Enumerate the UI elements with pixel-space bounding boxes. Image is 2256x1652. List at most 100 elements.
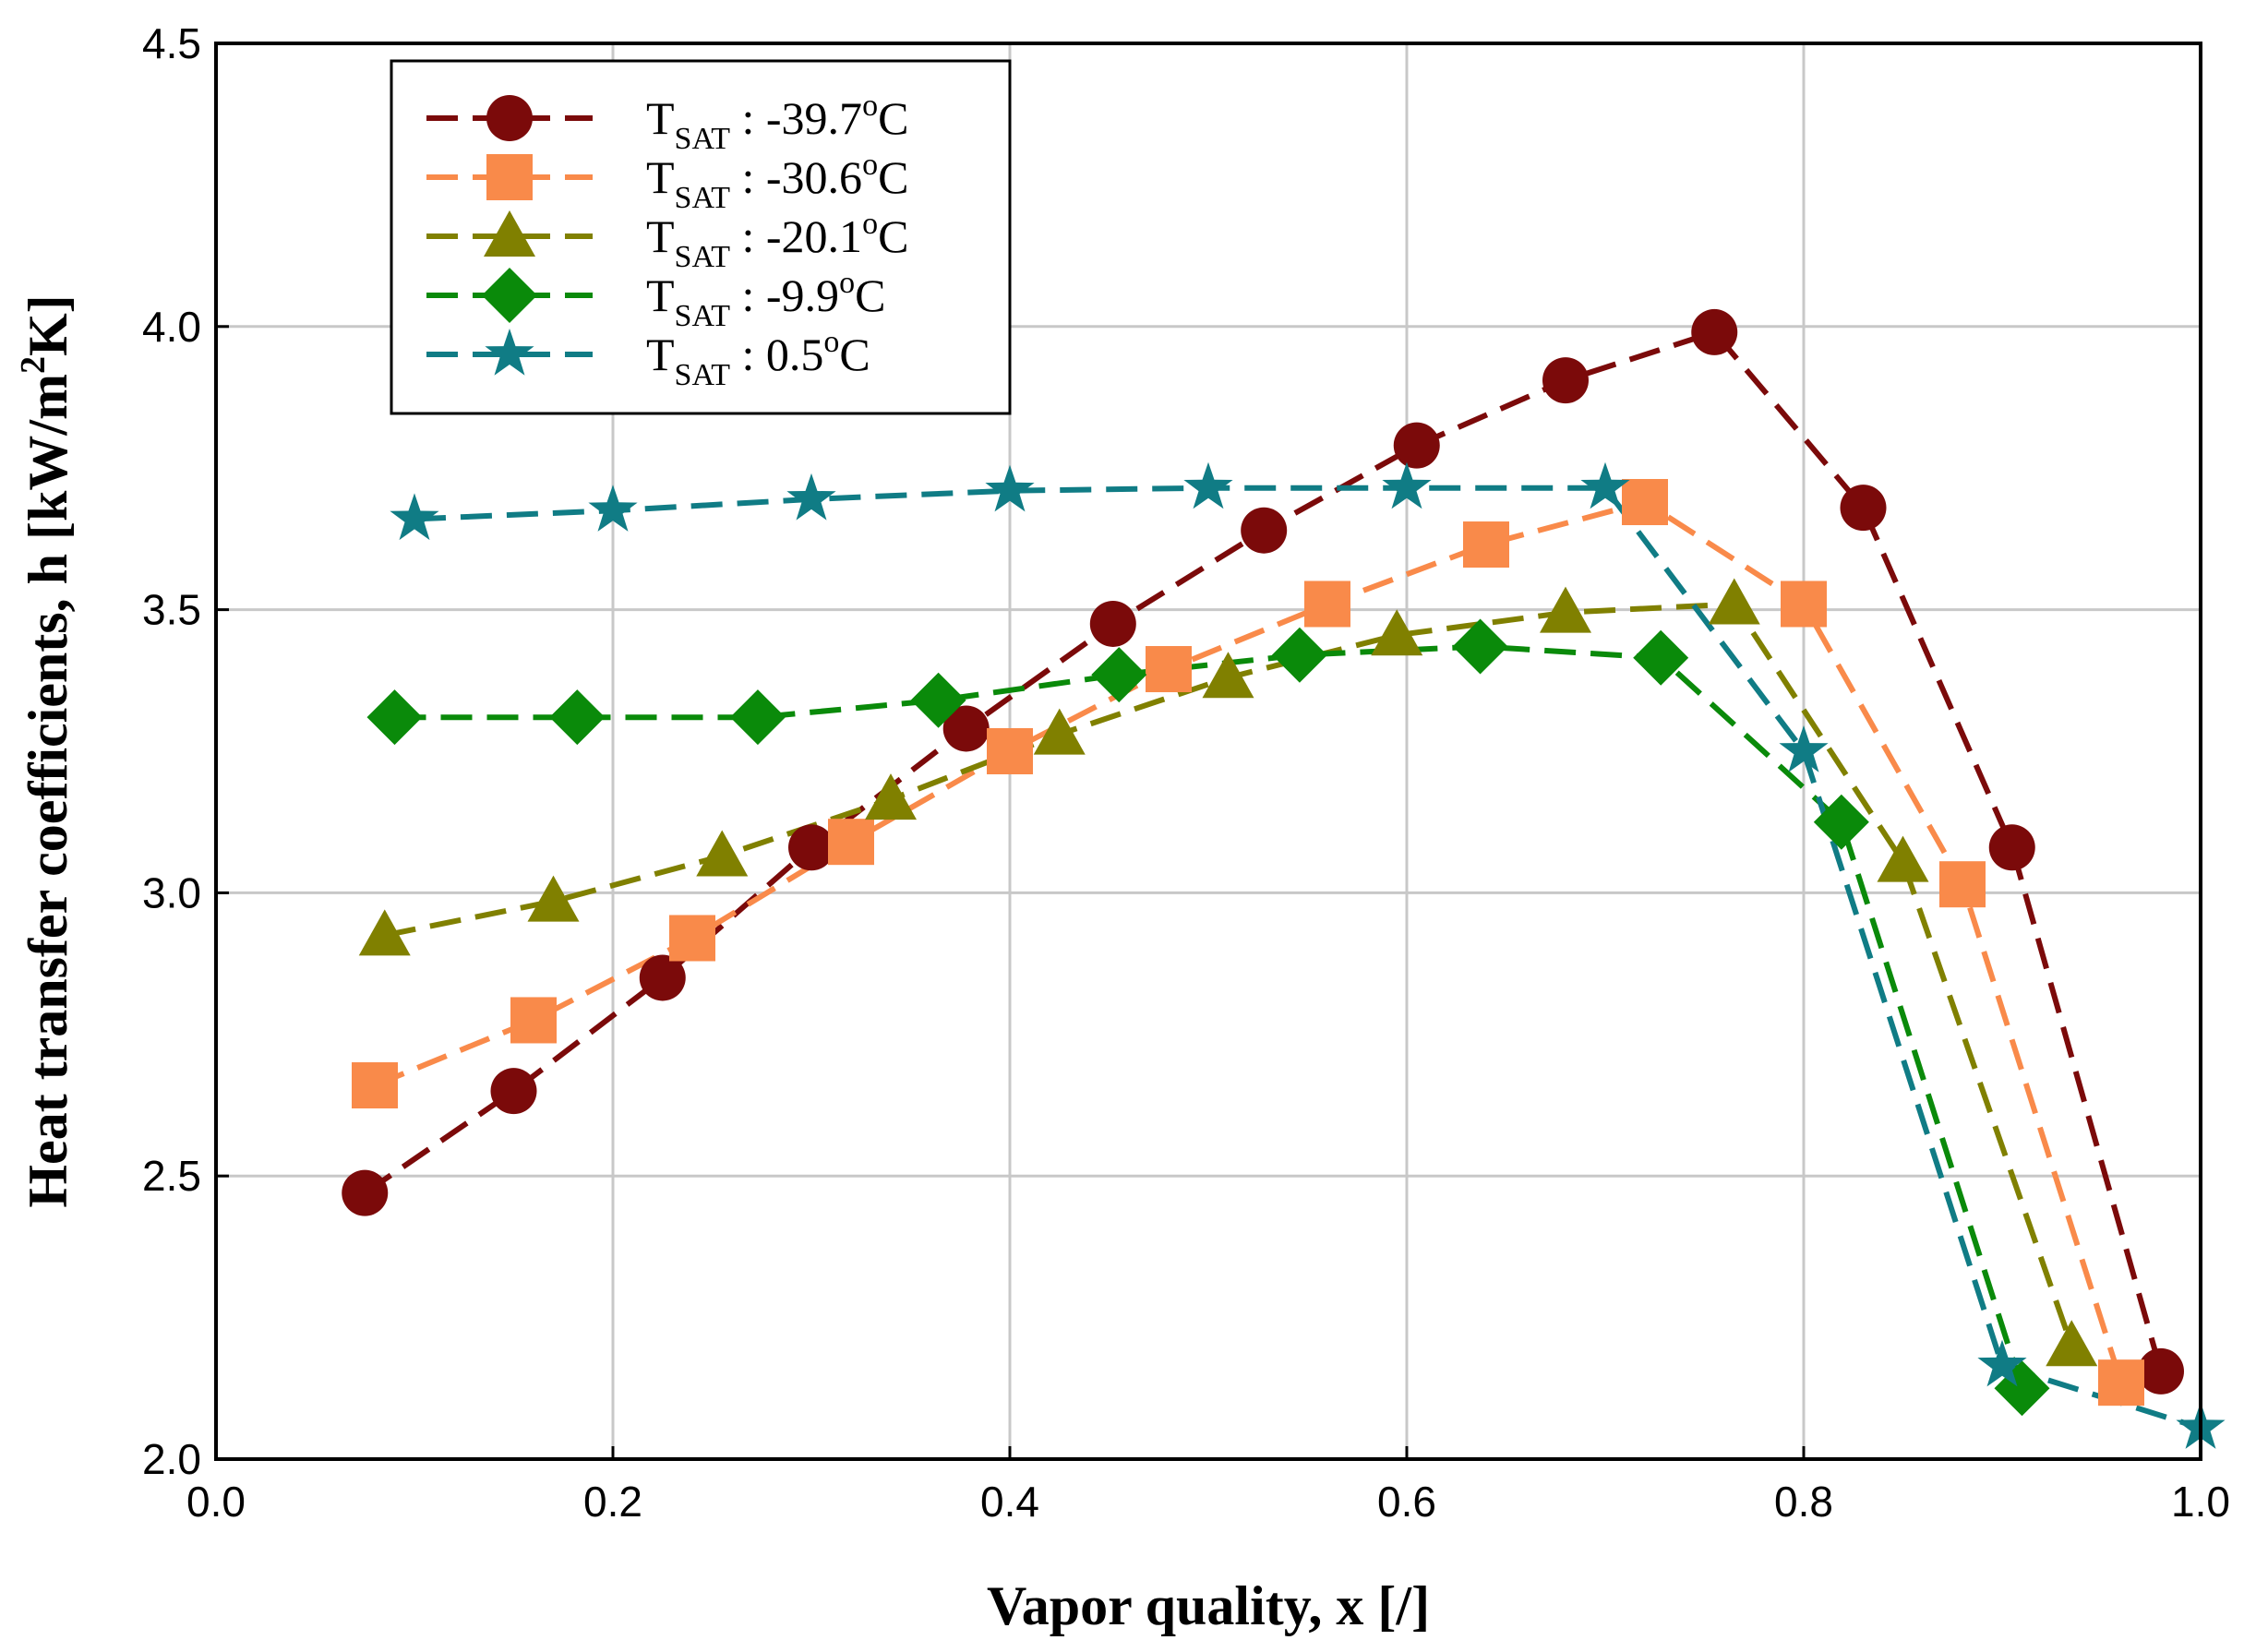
data-point-diamond xyxy=(910,672,966,728)
data-point-circle xyxy=(1691,308,1738,355)
legend-label-unit: C xyxy=(878,92,908,144)
data-point-square xyxy=(987,728,1033,774)
data-point-diamond xyxy=(1452,618,1508,675)
x-tick-label: 0.6 xyxy=(1377,1478,1436,1526)
legend-label-sub: SAT xyxy=(675,358,731,392)
legend-label-base: T xyxy=(646,269,675,321)
data-point-circle xyxy=(490,1068,537,1115)
x-tick-label: 0.8 xyxy=(1774,1478,1833,1526)
data-point-circle xyxy=(1542,357,1589,404)
data-point-star xyxy=(1183,461,1233,509)
data-point-star xyxy=(1580,461,1630,509)
data-point-circle xyxy=(1089,600,1136,647)
legend-label-sup: o xyxy=(823,325,839,359)
data-point-square xyxy=(510,997,557,1044)
data-point-diamond xyxy=(549,689,606,746)
data-point-square xyxy=(1463,521,1509,569)
x-tick-label: 0.0 xyxy=(186,1478,246,1526)
data-point-square xyxy=(1939,861,1986,908)
x-tick-label: 0.2 xyxy=(583,1478,642,1526)
data-point-square xyxy=(1781,581,1827,628)
y-axis-title-superscript: 2 xyxy=(14,356,53,374)
data-point-diamond xyxy=(366,689,423,746)
data-point-triangle xyxy=(1202,652,1254,699)
legend-marker-circle xyxy=(486,95,533,141)
data-point-triangle xyxy=(2046,1320,2098,1367)
data-point-square xyxy=(352,1062,398,1109)
data-point-triangle xyxy=(1033,708,1086,755)
legend-marker-star xyxy=(485,329,534,376)
y-tick-label: 3.0 xyxy=(142,868,201,916)
data-point-triangle xyxy=(1877,835,1929,882)
data-point-star xyxy=(588,485,638,532)
legend-label-sup: o xyxy=(862,148,878,182)
legend-label: TSAT : -9.9oC xyxy=(646,266,885,333)
data-point-circle xyxy=(1988,824,2035,871)
data-point-diamond xyxy=(729,689,786,746)
legend-label-base: T xyxy=(646,210,675,262)
data-point-triangle xyxy=(865,773,917,820)
series-line-5 xyxy=(414,485,2202,1431)
legend-label-value: : -9.9 xyxy=(730,269,839,321)
legend-marker-diamond xyxy=(482,268,537,323)
legend-marker-triangle xyxy=(484,210,535,257)
data-point-triangle xyxy=(1371,609,1423,656)
legend-label-sup: o xyxy=(862,207,878,241)
legend-label-value: : -20.1 xyxy=(730,210,862,262)
series-line-2 xyxy=(373,498,2124,1384)
legend-label-sub: SAT xyxy=(675,181,731,215)
legend-label-unit: C xyxy=(855,269,885,321)
y-axis-title-text: Heat transfer coefficients, h [kW/m xyxy=(18,374,78,1208)
x-tick-label: 1.0 xyxy=(2171,1478,2230,1526)
series-markers xyxy=(342,308,2226,1449)
legend-label-value: : -39.7 xyxy=(730,92,862,144)
data-point-diamond xyxy=(1091,647,1147,703)
y-tick-label: 3.5 xyxy=(142,586,201,634)
data-point-diamond xyxy=(1271,627,1327,683)
data-point-square xyxy=(1146,646,1192,693)
data-point-star xyxy=(786,473,836,521)
data-point-star xyxy=(1977,1339,2027,1387)
plot-frame xyxy=(214,42,2202,1461)
legend-label: TSAT : 0.5oC xyxy=(646,325,870,392)
data-point-circle xyxy=(1840,485,1887,532)
data-point-triangle xyxy=(696,830,749,877)
data-point-star xyxy=(390,493,439,541)
data-point-square xyxy=(669,915,715,962)
legend-label-base: T xyxy=(646,92,675,144)
legend-label-base: T xyxy=(646,329,675,380)
data-point-circle xyxy=(942,705,990,752)
y-tick-label: 2.5 xyxy=(142,1152,201,1200)
data-point-star xyxy=(1382,461,1432,509)
data-point-triangle xyxy=(1540,586,1591,633)
legend-label-unit: C xyxy=(878,151,908,203)
legend-label-sup: o xyxy=(862,89,878,123)
y-tick-label: 4.5 xyxy=(142,19,201,67)
legend-label-base: T xyxy=(646,151,675,203)
legend-label-sub: SAT xyxy=(675,122,731,156)
legend-label: TSAT : -30.6oC xyxy=(646,148,908,215)
x-axis-title: Vapor quality, x [/] xyxy=(987,1575,1430,1636)
legend-label-sub: SAT xyxy=(675,240,731,274)
y-tick-label: 2.0 xyxy=(142,1435,201,1483)
data-point-diamond xyxy=(1813,794,1869,850)
legend-label-value: : 0.5 xyxy=(730,329,823,380)
data-point-triangle xyxy=(358,909,411,956)
data-point-circle xyxy=(788,824,834,871)
data-point-triangle xyxy=(1708,578,1760,625)
data-point-circle xyxy=(639,954,686,1001)
legend-label: TSAT : -39.7oC xyxy=(646,89,908,156)
data-point-circle xyxy=(1241,507,1288,554)
data-point-square xyxy=(1304,581,1350,628)
legend-label-value: : -30.6 xyxy=(730,151,862,203)
y-axis-title: Heat transfer coefficients, h [kW/m2K] xyxy=(14,294,78,1207)
y-axis-title-suffix: K] xyxy=(18,294,78,356)
series-line-4 xyxy=(394,643,2025,1390)
axis-ticks: 0.0 0.2 0.4 0.6 0.8 1.0 2.0 2.5 3.0 3.5 4.0 4.5 xyxy=(142,19,2230,1526)
data-point-square xyxy=(1622,479,1668,526)
legend-label-unit: C xyxy=(839,329,870,380)
legend-label-sub: SAT xyxy=(675,299,731,333)
